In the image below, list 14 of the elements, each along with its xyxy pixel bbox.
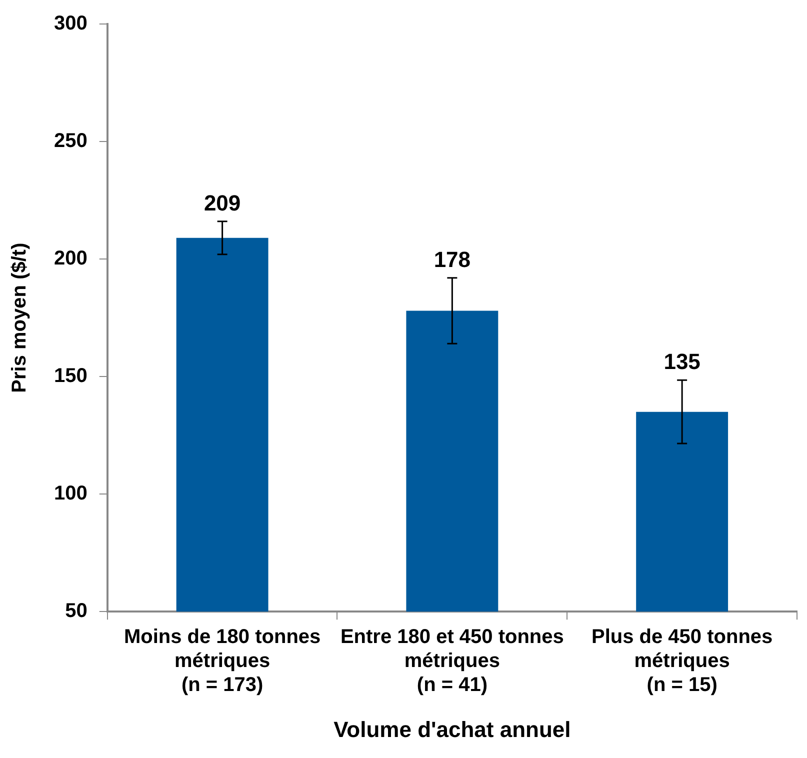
x-axis-title: Volume d'achat annuel	[334, 716, 571, 742]
y-tick-label: 150	[54, 365, 88, 388]
data-label: 209	[204, 190, 241, 216]
x-tick-label: Entre 180 et 450 tonnes métriques (n = 41)	[340, 626, 564, 696]
y-tick-label: 250	[54, 130, 88, 152]
y-tick-label: 300	[54, 12, 88, 35]
y-tick-label: 50	[65, 600, 88, 622]
y-axis-title: Pris moyen ($/t)	[8, 242, 31, 393]
x-tick-label: Moins de 180 tonnes métriques (n = 173)	[124, 626, 321, 696]
y-tick-label: 100	[54, 482, 88, 505]
y-tick-label: 200	[54, 248, 88, 270]
data-label: 178	[434, 246, 471, 272]
x-tick-label: Plus de 450 tonnes métriques (n = 15)	[591, 626, 773, 696]
data-label: 135	[664, 349, 700, 374]
